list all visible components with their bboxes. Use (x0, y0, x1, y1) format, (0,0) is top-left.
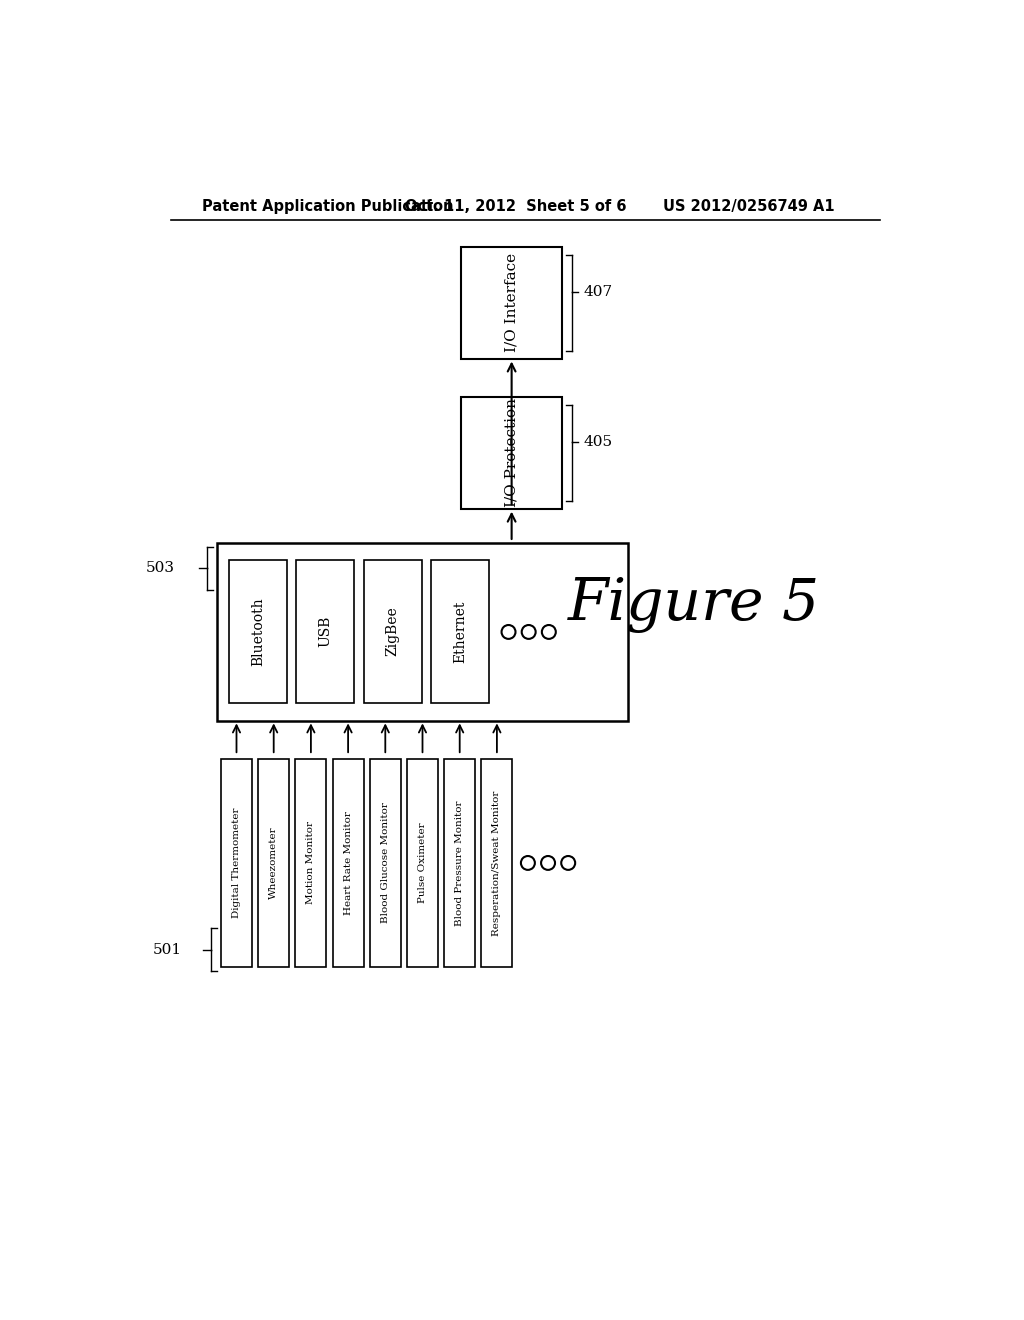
Text: 501: 501 (154, 942, 182, 957)
Text: ZigBee: ZigBee (386, 607, 399, 656)
Bar (296, 561, 354, 702)
Text: Ethernet: Ethernet (453, 601, 467, 663)
Text: Motion Monitor: Motion Monitor (306, 821, 315, 904)
Bar (333, 759, 364, 966)
Bar (461, 247, 562, 359)
Text: I/O Protection: I/O Protection (505, 399, 518, 507)
Text: Blood Pressure Monitor: Blood Pressure Monitor (456, 800, 464, 925)
Bar (407, 759, 438, 966)
Bar (431, 561, 489, 702)
Text: Bluetooth: Bluetooth (251, 597, 265, 665)
Text: Blood Glucose Monitor: Blood Glucose Monitor (381, 803, 390, 924)
Bar (364, 561, 422, 702)
Text: 405: 405 (584, 434, 612, 449)
Text: 407: 407 (584, 285, 612, 298)
Text: 503: 503 (145, 561, 174, 576)
Text: Resperation/Sweat Monitor: Resperation/Sweat Monitor (493, 791, 502, 936)
Bar (221, 759, 252, 966)
Bar (217, 544, 628, 721)
Text: USB: USB (318, 616, 332, 647)
Bar (444, 759, 475, 966)
Bar (295, 759, 327, 966)
Text: Heart Rate Monitor: Heart Rate Monitor (344, 810, 352, 915)
Text: I/O Interface: I/O Interface (505, 253, 518, 352)
Bar (370, 759, 400, 966)
Text: Pulse Oximeter: Pulse Oximeter (418, 822, 427, 903)
Text: Patent Application Publication: Patent Application Publication (202, 198, 454, 214)
Bar (228, 561, 287, 702)
Text: Figure 5: Figure 5 (567, 577, 820, 634)
Text: Oct. 11, 2012  Sheet 5 of 6: Oct. 11, 2012 Sheet 5 of 6 (406, 198, 627, 214)
Text: Digital Thermometer: Digital Thermometer (232, 808, 241, 919)
Bar (461, 397, 562, 508)
Text: Wheezometer: Wheezometer (269, 826, 279, 899)
Text: US 2012/0256749 A1: US 2012/0256749 A1 (663, 198, 835, 214)
Bar (481, 759, 512, 966)
Bar (258, 759, 289, 966)
